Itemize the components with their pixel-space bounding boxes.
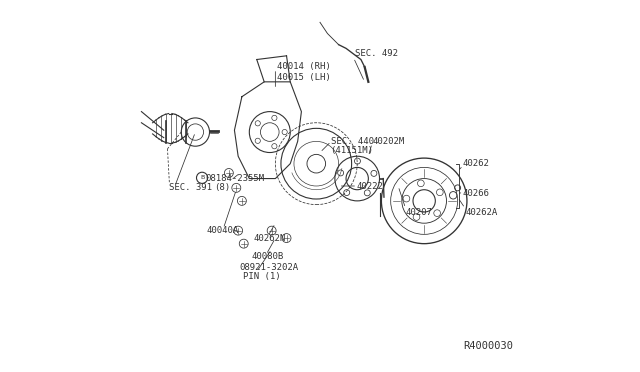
Text: 08921-3202A: 08921-3202A [239, 263, 298, 272]
Text: SEC. 440: SEC. 440 [331, 137, 374, 146]
Text: 40207: 40207 [406, 208, 433, 217]
Text: 40040A: 40040A [207, 226, 239, 235]
Text: 40014 (RH): 40014 (RH) [277, 62, 331, 71]
Text: 40266: 40266 [462, 189, 489, 198]
Text: 40202M: 40202M [372, 137, 404, 146]
Text: 40262A: 40262A [465, 208, 497, 217]
Text: 08184-2355M: 08184-2355M [205, 174, 264, 183]
Text: 40222: 40222 [356, 182, 383, 190]
Text: PIN (1): PIN (1) [243, 272, 280, 280]
Text: B: B [200, 175, 204, 180]
Text: 40080B: 40080B [252, 252, 284, 261]
Text: (41151M): (41151M) [330, 146, 373, 155]
Text: 40262N: 40262N [254, 234, 286, 243]
Text: 40015 (LH): 40015 (LH) [277, 73, 331, 81]
Text: SEC. 391: SEC. 391 [170, 183, 212, 192]
Text: 40262: 40262 [462, 159, 489, 168]
Text: SEC. 492: SEC. 492 [355, 49, 398, 58]
Text: (8): (8) [214, 183, 230, 192]
Text: R4000030: R4000030 [463, 341, 513, 351]
